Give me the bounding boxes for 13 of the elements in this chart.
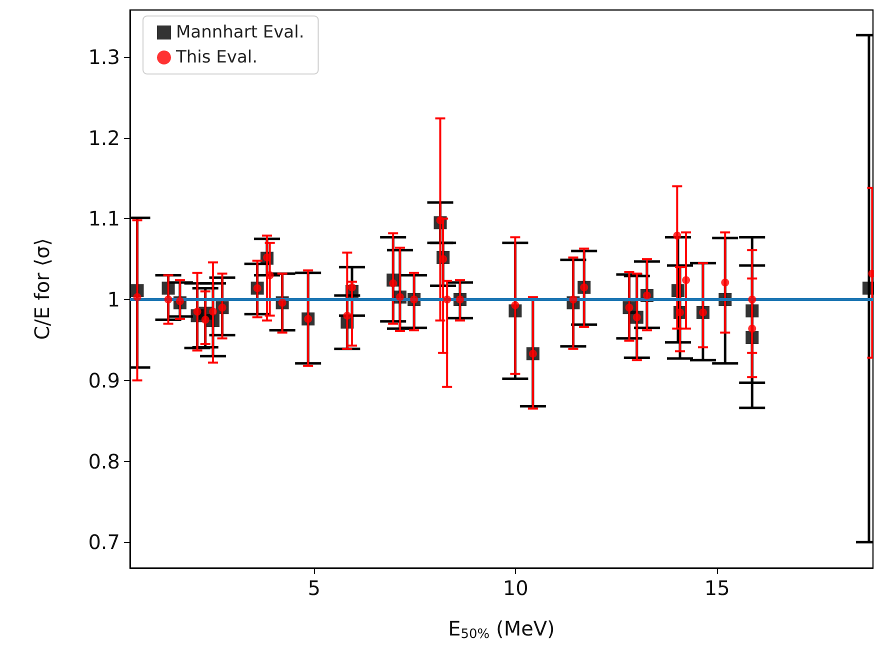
y-tick-label: 1.3 <box>88 44 120 69</box>
legend-label: This Eval. <box>175 48 258 68</box>
x-tick-label: 15 <box>704 576 730 600</box>
legend-label: Mannhart Eval. <box>176 22 304 42</box>
x-tick-label: 10 <box>502 576 528 600</box>
x-tick-label: 5 <box>308 576 321 600</box>
y-tick-label: 0.8 <box>88 449 120 474</box>
y-tick-label: 0.7 <box>88 530 120 554</box>
y-axis-title: C/E for ⟨σ⟩ <box>30 238 54 340</box>
y-tick-label: 0.9 <box>88 368 120 392</box>
y-tick-label: 1.2 <box>88 126 120 150</box>
y-tick-label: 1 <box>107 288 120 312</box>
y-tick-label: 1.1 <box>88 206 120 231</box>
